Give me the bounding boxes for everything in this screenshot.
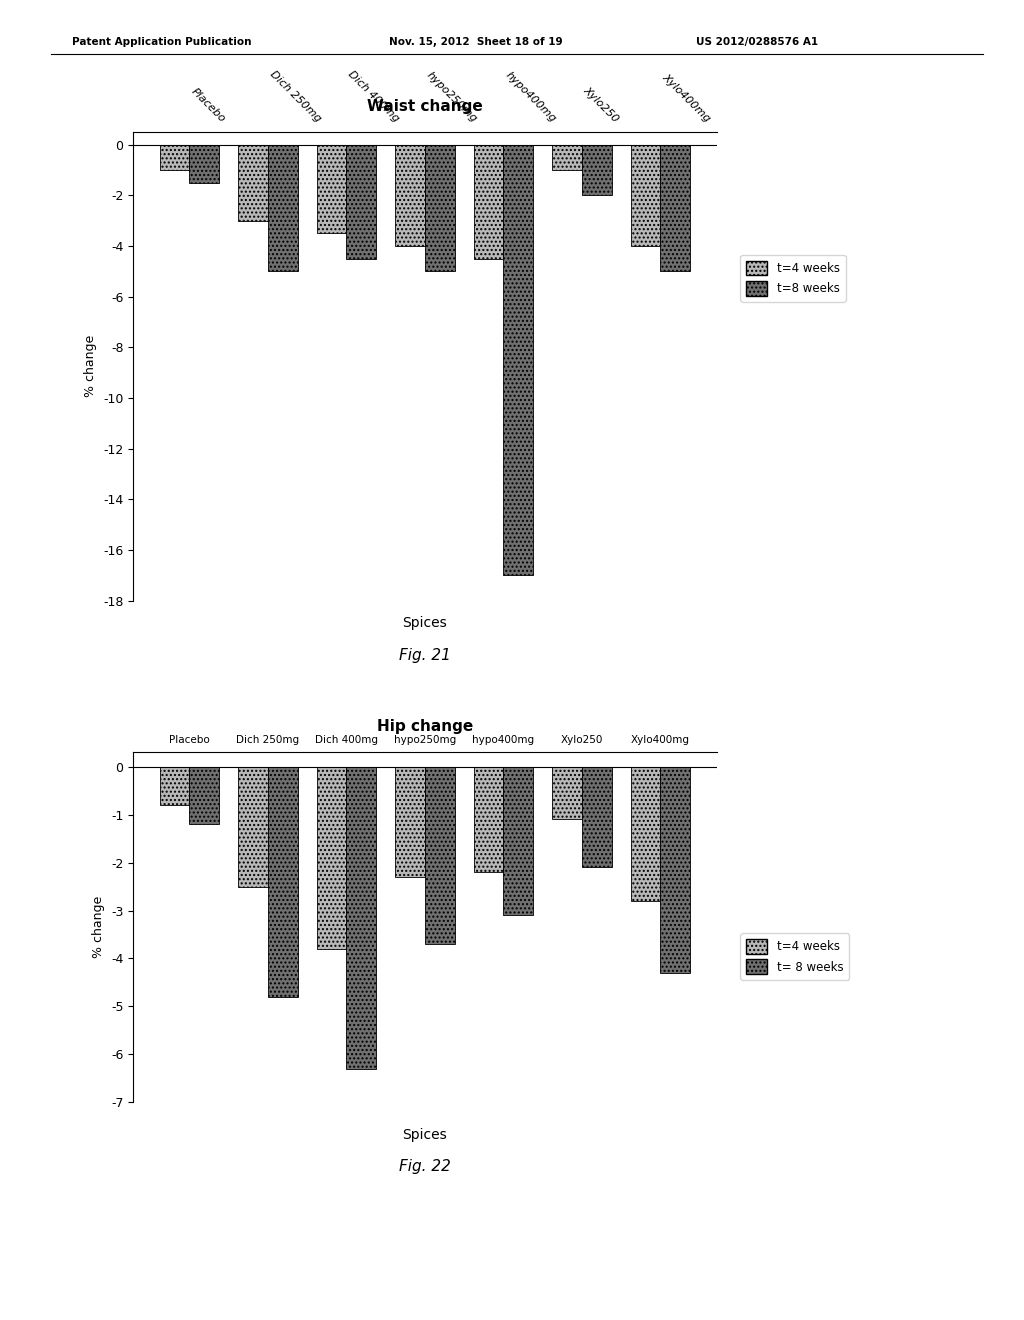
Bar [552,145,582,170]
Bar [425,145,455,272]
Bar [474,767,504,873]
Legend: t=4 weeks, t= 8 weeks: t=4 weeks, t= 8 weeks [740,933,849,979]
Bar [316,767,346,949]
Text: Fig. 21: Fig. 21 [399,648,451,663]
Text: Fig. 22: Fig. 22 [399,1159,451,1173]
Y-axis label: % change: % change [84,335,97,397]
Bar [660,767,690,973]
Bar [346,145,376,259]
Text: Spices: Spices [402,1129,447,1142]
Bar [582,767,611,867]
Bar [504,145,534,576]
Bar [160,767,189,805]
Bar [474,145,504,259]
Y-axis label: % change: % change [92,896,105,958]
Bar [631,145,660,246]
Bar [631,767,660,902]
Bar [189,145,219,182]
Legend: t=4 weeks, t=8 weeks: t=4 weeks, t=8 weeks [740,255,846,301]
Bar [552,767,582,820]
Bar [395,145,425,246]
Bar [239,145,268,220]
Bar [395,767,425,876]
Bar [239,767,268,887]
Bar [504,767,534,915]
Text: Nov. 15, 2012  Sheet 18 of 19: Nov. 15, 2012 Sheet 18 of 19 [389,37,563,48]
Bar [268,767,298,997]
Bar [268,145,298,272]
Text: Patent Application Publication: Patent Application Publication [72,37,251,48]
Text: Waist change: Waist change [367,99,483,114]
Bar [346,767,376,1069]
Bar [316,145,346,234]
Text: US 2012/0288576 A1: US 2012/0288576 A1 [696,37,818,48]
Text: Spices: Spices [402,616,447,630]
Bar [425,767,455,944]
Bar [582,145,611,195]
Bar [660,145,690,272]
Bar [160,145,189,170]
Text: Hip change: Hip change [377,719,473,734]
Bar [189,767,219,824]
